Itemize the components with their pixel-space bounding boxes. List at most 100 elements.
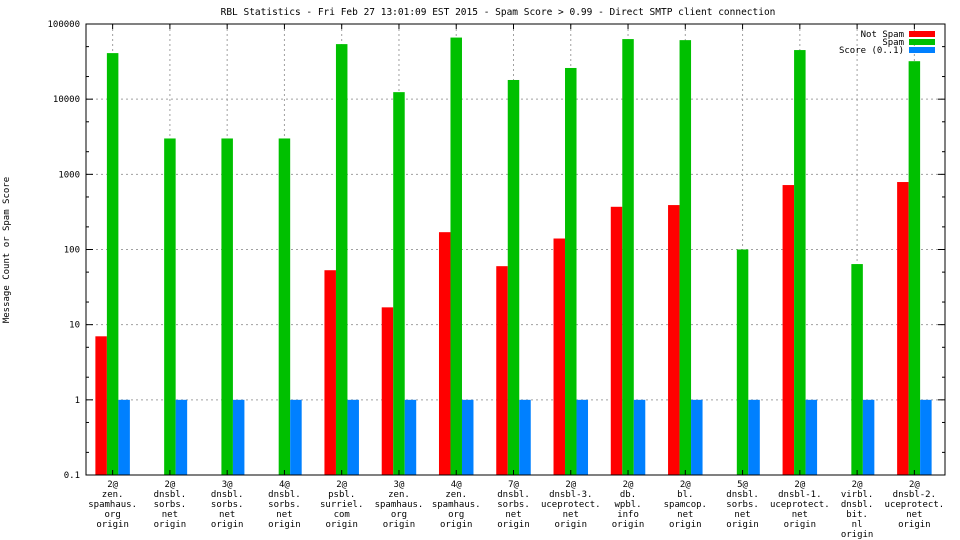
- y-tick-label: 0.1: [64, 471, 80, 481]
- x-tick-label: zen.: [388, 490, 410, 500]
- x-tick-label: wpbl.: [614, 500, 641, 510]
- x-tick-label: zen.: [445, 490, 467, 500]
- bar-not-spam: [95, 336, 107, 475]
- x-tick-label: net: [219, 510, 235, 520]
- legend-label: Score (0..1): [839, 46, 904, 56]
- x-tick-label: 5@: [737, 480, 748, 490]
- bar-spam: [851, 264, 863, 475]
- x-tick-label: zen.: [102, 490, 124, 500]
- legend-swatch: [909, 39, 935, 45]
- x-tick-label: dnsbl.: [497, 490, 530, 500]
- x-tick-label: origin: [841, 530, 874, 540]
- x-tick-label: dnsbl.: [154, 490, 187, 500]
- x-tick-label: origin: [325, 520, 358, 530]
- x-tick-label: 2@: [336, 480, 347, 490]
- bar-score-0-1: [347, 399, 359, 475]
- bar-not-spam: [897, 182, 909, 475]
- x-tick-label: 2@: [794, 480, 805, 490]
- chart-title: RBL Statistics - Fri Feb 27 13:01:09 EST…: [221, 7, 776, 18]
- bar-not-spam: [668, 205, 680, 475]
- x-tick-label: origin: [96, 520, 129, 530]
- x-tick-label: net: [906, 510, 922, 520]
- bar-score-0-1: [805, 399, 818, 475]
- bars: [95, 37, 932, 476]
- legend-label: Spam: [882, 38, 904, 48]
- bar-not-spam: [610, 206, 623, 476]
- x-tick-label: net: [563, 510, 579, 520]
- bar-score-0-1: [862, 399, 875, 475]
- bar-not-spam: [553, 238, 566, 475]
- x-tick-label: net: [505, 510, 521, 520]
- x-tick-label: sorbs.: [211, 500, 244, 510]
- bar-not-spam: [381, 307, 394, 475]
- x-tick-label: origin: [497, 520, 530, 530]
- x-tick-label: 4@: [451, 480, 462, 490]
- y-axis-label: Message Count or Spam Score: [2, 177, 12, 323]
- bar-spam: [335, 44, 348, 475]
- bar-score-0-1: [920, 399, 932, 475]
- x-tick-label: org: [448, 510, 464, 520]
- x-tick-label: psbl.: [328, 490, 355, 500]
- legend-label: Not Spam: [861, 30, 904, 40]
- bar-spam: [221, 138, 233, 475]
- x-tick-label: 2@: [107, 480, 118, 490]
- x-tick-label: org: [391, 510, 407, 520]
- x-tick-label: 2@: [164, 480, 175, 490]
- x-tick-label: net: [276, 510, 292, 520]
- bar-score-0-1: [175, 399, 188, 475]
- bar-spam: [679, 40, 692, 475]
- bar-spam: [908, 61, 921, 475]
- y-tick-label: 100000: [47, 20, 80, 30]
- x-tick-label: spamhaus.: [88, 500, 137, 510]
- x-tick-label: dnsbl.: [726, 490, 759, 500]
- x-tick-label: 2@: [909, 480, 920, 490]
- x-tick-label: 2@: [565, 480, 576, 490]
- x-tick-label: org: [105, 510, 121, 520]
- x-tick-label: net: [162, 510, 178, 520]
- x-tick-label: dnsbl-3.: [549, 490, 592, 500]
- bar-spam: [622, 39, 634, 476]
- bar-spam: [393, 92, 405, 475]
- bar-score-0-1: [633, 399, 646, 475]
- y-tick-label: 100: [64, 246, 80, 256]
- legend-swatch: [909, 47, 935, 53]
- x-tick-label: dnsbl.: [211, 490, 244, 500]
- y-tick-label: 10000: [53, 95, 80, 105]
- bar-not-spam: [324, 270, 336, 475]
- x-tick-label: dnsbl.: [841, 500, 874, 510]
- x-tick-label: 4@: [279, 480, 290, 490]
- x-tick-label: info: [617, 510, 639, 520]
- x-tick-label: nl: [852, 520, 863, 530]
- bar-spam: [794, 50, 806, 475]
- bar-spam: [736, 249, 749, 475]
- x-tick-label: 7@: [508, 480, 519, 490]
- x-tick-label: 3@: [394, 480, 405, 490]
- bar-spam: [565, 67, 577, 476]
- x-tick-label: spamhaus.: [375, 500, 424, 510]
- bar-score-0-1: [519, 399, 531, 475]
- bar-spam: [278, 138, 291, 475]
- x-tick-label: origin: [555, 520, 588, 530]
- x-tick-label: dnsbl.: [268, 490, 301, 500]
- x-tick-label: net: [792, 510, 808, 520]
- bar-score-0-1: [748, 399, 760, 475]
- x-tick-label: 2@: [623, 480, 634, 490]
- x-tick-label: origin: [154, 520, 187, 530]
- x-tick-label: origin: [898, 520, 931, 530]
- x-tick-label: dnsbl-2.: [893, 490, 936, 500]
- x-tick-label: 3@: [222, 480, 233, 490]
- bar-score-0-1: [118, 399, 130, 475]
- x-tick-labels: 2@zen.spamhaus.orgorigin2@dnsbl.sorbs.ne…: [88, 480, 944, 540]
- x-tick-label: origin: [669, 520, 702, 530]
- axis-ticks: [86, 23, 945, 476]
- bar-not-spam: [438, 232, 451, 475]
- x-tick-label: origin: [726, 520, 759, 530]
- x-tick-label: bit.: [846, 510, 868, 520]
- bar-spam: [106, 53, 119, 476]
- x-tick-label: com: [334, 510, 350, 520]
- bar-score-0-1: [576, 399, 589, 475]
- x-tick-label: origin: [784, 520, 817, 530]
- x-tick-label: sorbs.: [268, 500, 301, 510]
- x-tick-label: net: [677, 510, 693, 520]
